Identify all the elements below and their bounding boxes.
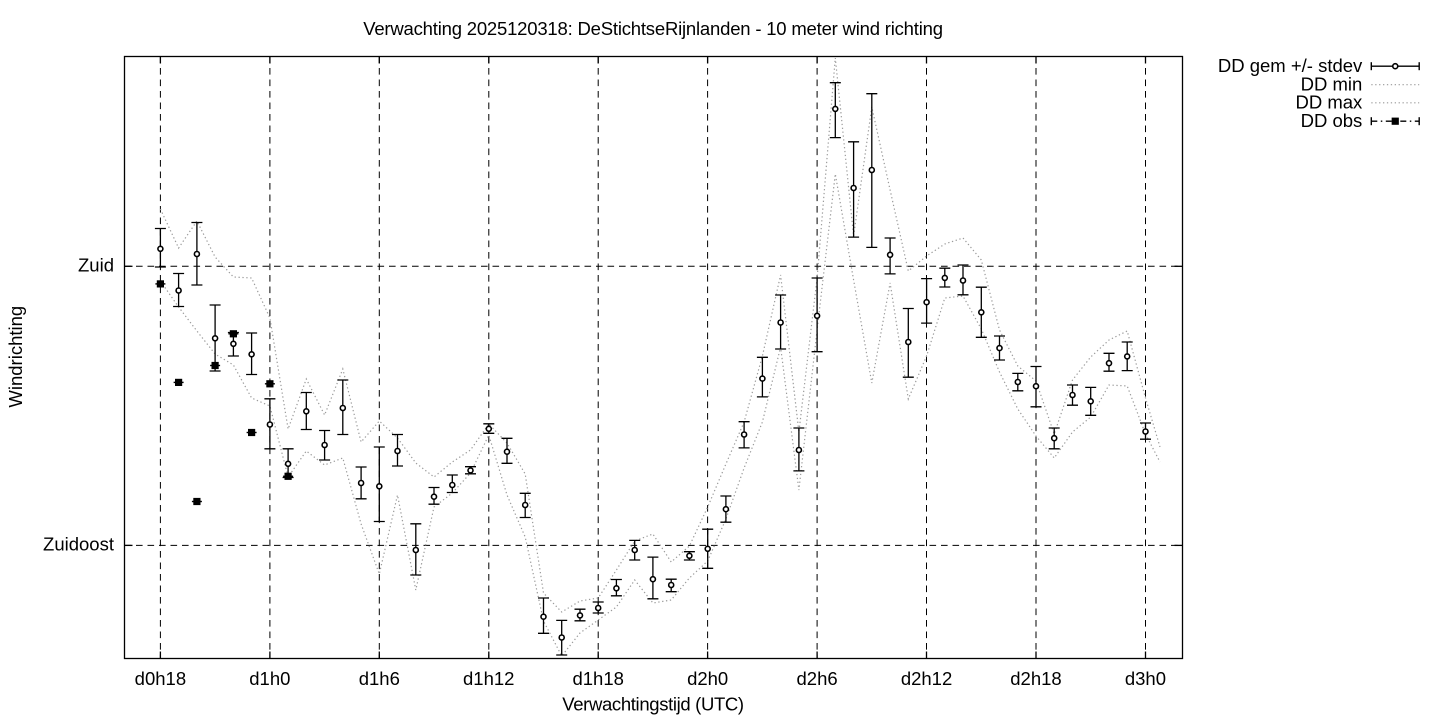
svg-text:d1h0: d1h0	[249, 668, 290, 689]
svg-text:d0h18: d0h18	[135, 668, 186, 689]
svg-text:DD obs: DD obs	[1301, 110, 1363, 131]
svg-text:d1h12: d1h12	[463, 668, 514, 689]
svg-text:DD min: DD min	[1301, 73, 1363, 94]
svg-text:Zuidoost: Zuidoost	[43, 534, 114, 555]
svg-text:DD gem +/- stdev: DD gem +/- stdev	[1218, 55, 1363, 76]
svg-text:d2h18: d2h18	[1010, 668, 1061, 689]
svg-text:Verwachtingstijd (UTC): Verwachtingstijd (UTC)	[562, 694, 744, 715]
svg-text:Verwachting 2025120318: DeStic: Verwachting 2025120318: DeStichtseRijnla…	[363, 18, 943, 39]
svg-text:d2h0: d2h0	[687, 668, 728, 689]
svg-text:d2h12: d2h12	[901, 668, 952, 689]
svg-text:d3h0: d3h0	[1125, 668, 1166, 689]
svg-text:Windrichting: Windrichting	[5, 306, 26, 408]
svg-text:DD max: DD max	[1295, 91, 1363, 112]
svg-text:d1h18: d1h18	[572, 668, 623, 689]
svg-text:d2h6: d2h6	[797, 668, 838, 689]
svg-text:Zuid: Zuid	[78, 255, 114, 276]
svg-text:d1h6: d1h6	[359, 668, 400, 689]
